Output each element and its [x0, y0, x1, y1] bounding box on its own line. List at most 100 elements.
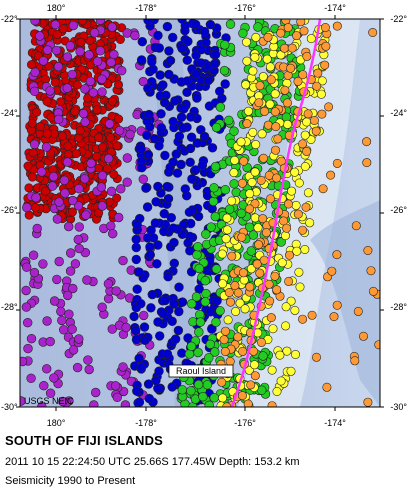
earthquake-marker	[229, 179, 239, 189]
earthquake-marker	[107, 324, 118, 334]
earthquake-marker	[258, 214, 268, 224]
earthquake-marker	[221, 234, 231, 244]
earthquake-marker	[267, 365, 277, 375]
earthquake-marker	[248, 127, 258, 137]
earthquake-marker	[307, 310, 317, 320]
earthquake-marker	[374, 340, 380, 350]
earthquake-marker	[114, 125, 125, 136]
earthquake-marker	[184, 349, 195, 359]
earthquake-marker	[59, 175, 70, 186]
earthquake-marker	[28, 250, 39, 260]
earthquake-marker	[264, 279, 274, 289]
earthquake-marker	[290, 349, 300, 359]
earthquake-marker	[383, 41, 391, 49]
earthquake-marker	[154, 141, 164, 151]
earthquake-marker	[162, 21, 173, 32]
earthquake-marker	[332, 158, 342, 168]
earthquake-marker	[263, 32, 273, 42]
earthquake-marker	[182, 76, 193, 86]
earthquake-marker	[153, 383, 163, 393]
earthquake-marker	[170, 334, 181, 344]
earthquake-marker	[168, 32, 178, 43]
earthquake-marker	[317, 109, 327, 119]
earthquake-marker	[32, 107, 42, 117]
earthquake-marker	[75, 46, 85, 57]
earthquake-marker	[42, 45, 53, 55]
earthquake-marker	[39, 381, 49, 391]
earthquake-marker	[317, 76, 327, 86]
earthquake-marker	[390, 235, 398, 243]
earthquake-marker	[139, 310, 149, 321]
earthquake-marker	[97, 170, 108, 181]
earthquake-marker	[270, 271, 280, 281]
earthquake-marker	[144, 393, 155, 404]
earthquake-marker	[104, 119, 115, 129]
earthquake-marker	[394, 134, 402, 142]
earthquake-marker	[81, 210, 91, 220]
earthquake-marker	[210, 49, 221, 60]
earthquake-marker	[85, 76, 96, 87]
earthquake-marker	[299, 26, 309, 36]
earthquake-marker	[29, 267, 40, 278]
lon-tick-label-bottom-180: 180°	[47, 418, 66, 428]
earthquake-marker	[199, 131, 210, 142]
earthquake-marker	[358, 331, 368, 341]
earthquake-marker	[159, 226, 169, 237]
earthquake-marker	[67, 324, 77, 334]
earthquake-marker	[131, 254, 142, 265]
earthquake-marker	[136, 299, 146, 309]
earthquake-marker	[106, 221, 116, 231]
earthquake-marker	[103, 153, 114, 164]
earthquake-marker	[23, 318, 33, 328]
earthquake-marker	[169, 237, 179, 248]
earthquake-marker	[276, 237, 286, 247]
earthquake-marker	[238, 268, 248, 278]
earthquake-marker	[35, 31, 45, 41]
earthquake-marker	[97, 87, 107, 97]
earthquake-marker	[266, 75, 276, 85]
earthquake-marker	[215, 86, 225, 97]
earthquake-marker	[220, 79, 230, 89]
earthquake-marker	[313, 68, 323, 78]
earthquake-marker	[265, 296, 275, 306]
earthquake-marker	[192, 93, 202, 103]
earthquake-marker	[92, 105, 102, 115]
earthquake-marker	[60, 188, 70, 198]
earthquake-marker	[75, 126, 85, 136]
earthquake-marker	[298, 139, 308, 149]
earthquake-marker	[130, 30, 140, 41]
earthquake-marker	[191, 69, 201, 79]
earthquake-marker	[62, 52, 73, 62]
lon-tick-label-bottom-178: -178°	[135, 418, 157, 428]
earthquake-marker	[151, 197, 161, 207]
earthquake-marker	[253, 22, 263, 32]
earthquake-marker	[92, 56, 103, 66]
earthquake-marker	[29, 139, 40, 150]
earthquake-marker	[136, 144, 146, 154]
earthquake-marker	[168, 116, 178, 127]
earthquake-marker	[211, 317, 221, 327]
earthquake-marker	[169, 299, 179, 309]
earthquake-marker	[265, 62, 275, 72]
earthquake-marker	[177, 297, 188, 307]
earthquake-marker	[65, 248, 76, 258]
earthquake-marker	[267, 401, 277, 407]
earthquake-marker	[112, 392, 123, 402]
earthquake-marker	[238, 346, 248, 356]
earthquake-marker	[97, 302, 107, 312]
earthquake-marker	[154, 43, 165, 53]
lat-tick-label-left-30: -30°	[1, 402, 18, 412]
earthquake-marker	[254, 98, 264, 108]
earthquake-marker	[110, 381, 121, 391]
earthquake-marker	[155, 331, 165, 341]
earthquake-marker	[217, 377, 227, 387]
earthquake-marker	[30, 67, 40, 78]
earthquake-marker	[205, 307, 216, 317]
earthquake-marker	[291, 200, 301, 210]
earthquake-marker	[143, 379, 154, 389]
lat-tick-label-right-26: -26°	[390, 205, 407, 215]
earthquake-marker	[32, 223, 42, 234]
earthquake-marker	[162, 181, 172, 192]
earthquake-marker	[362, 137, 372, 147]
earthquake-marker	[89, 400, 99, 407]
